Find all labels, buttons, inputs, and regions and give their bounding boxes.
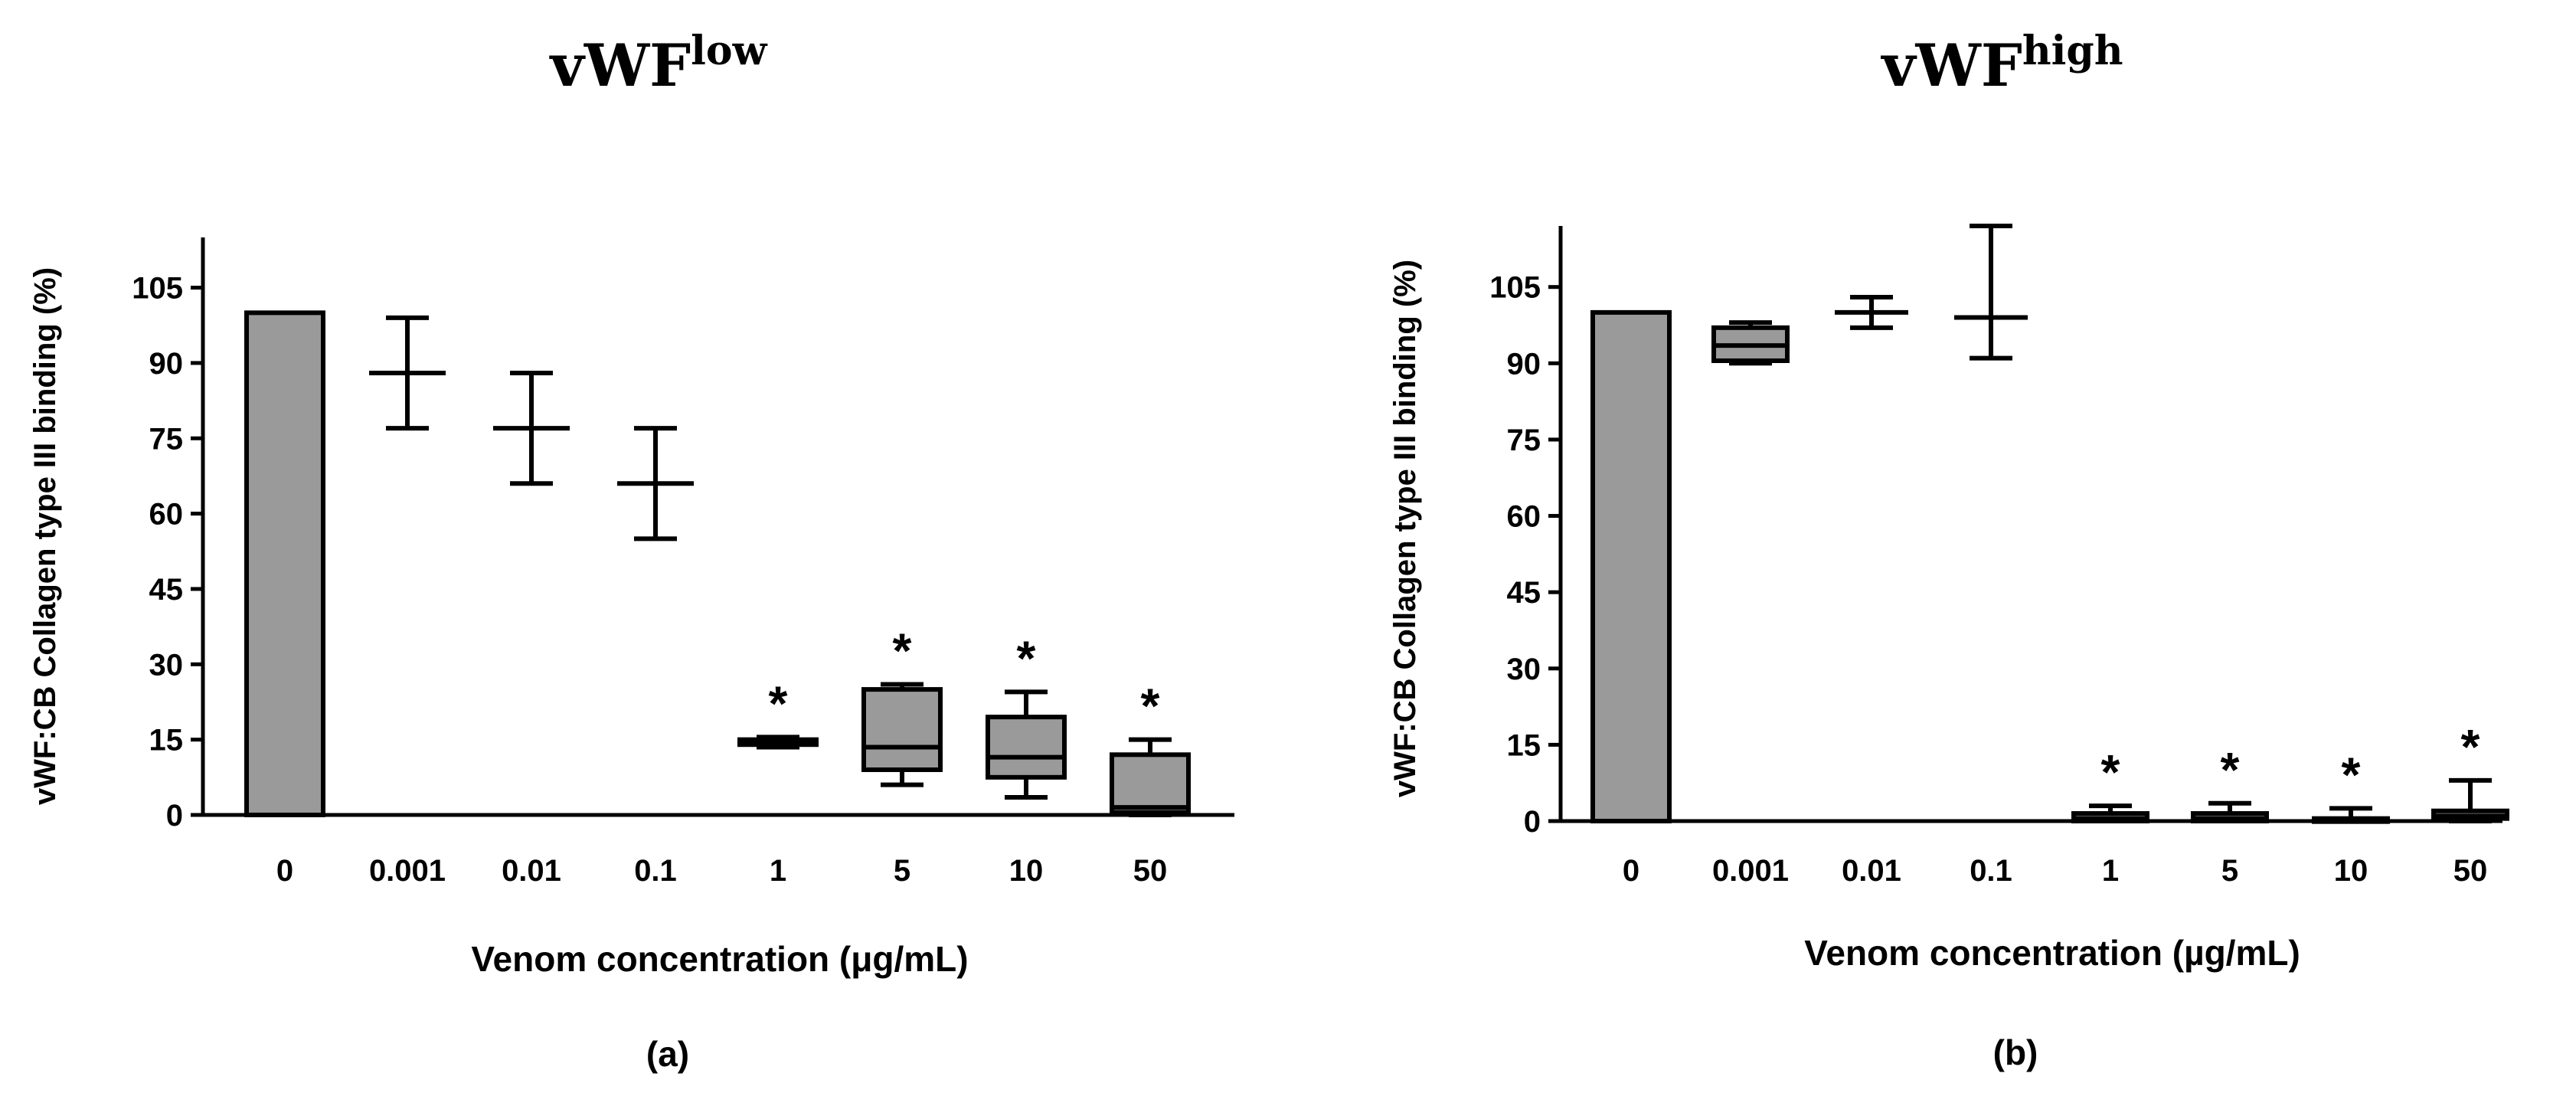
x-axis-label: Venom concentration (µg/mL) [1804, 933, 2300, 973]
box-mark [986, 715, 1067, 780]
y-tick-label: 0 [166, 799, 183, 833]
box-mark [861, 687, 943, 772]
y-tick-label: 75 [1507, 424, 1541, 457]
chart-title-sup: low [691, 28, 767, 74]
significance-marker: * [2342, 747, 2361, 802]
x-tick-label: 0.001 [1712, 854, 1789, 888]
chart-title: vWFhigh [1880, 28, 2123, 100]
x-tick-label: 1 [770, 854, 786, 888]
y-tick-label: 60 [1507, 500, 1541, 534]
y-tick-label: 90 [149, 347, 184, 381]
x-tick-label: 0.001 [369, 854, 446, 888]
significance-marker: * [2221, 742, 2240, 797]
x-tick-label: 50 [2453, 854, 2488, 888]
y-axis-label: vWF:CB Collagen type III binding (%) [28, 267, 62, 805]
y-tick-label: 75 [149, 422, 184, 456]
y-tick-label: 30 [149, 648, 184, 682]
x-tick-label: 10 [2334, 854, 2368, 888]
x-tick-label: 0.01 [502, 854, 561, 888]
x-tick-label: 0 [1623, 854, 1639, 888]
x-tick-label: 0.01 [1842, 854, 1901, 888]
panel-label: (a) [646, 1034, 689, 1074]
significance-marker: * [769, 676, 788, 731]
x-tick-label: 10 [1009, 854, 1044, 888]
box-mark [1110, 752, 1191, 815]
significance-marker: * [2461, 719, 2480, 774]
chart-title: vWFlow [549, 28, 768, 100]
y-axis-label: vWF:CB Collagen type III binding (%) [1388, 260, 1422, 797]
x-tick-label: 1 [2102, 854, 2119, 888]
y-tick-label: 90 [1507, 347, 1541, 381]
chart-title-sup: high [2022, 28, 2123, 74]
x-tick-label: 50 [1133, 854, 1168, 888]
y-tick-label: 15 [149, 724, 184, 758]
chart-title-base: vWF [549, 31, 691, 100]
significance-marker: * [2101, 744, 2120, 800]
x-tick-label: 0.1 [1970, 854, 2012, 888]
significance-marker: * [893, 623, 912, 679]
bar-mark [244, 310, 325, 817]
panel-label: (b) [1993, 1032, 2038, 1072]
y-tick-label: 45 [1507, 576, 1541, 610]
x-tick-label: 0 [276, 854, 293, 888]
significance-marker: * [1017, 630, 1036, 686]
x-tick-label: 5 [894, 854, 910, 888]
y-tick-label: 45 [149, 573, 184, 607]
y-tick-label: 105 [132, 272, 183, 306]
x-tick-label: 5 [2221, 854, 2238, 888]
y-tick-label: 15 [1507, 728, 1541, 762]
y-tick-label: 60 [149, 498, 184, 532]
y-tick-label: 0 [1524, 805, 1541, 839]
x-tick-label: 0.1 [634, 854, 677, 888]
chart-title-base: vWF [1880, 31, 2022, 100]
bar-mark [1590, 309, 1672, 823]
significance-marker: * [1141, 679, 1160, 734]
x-axis-label: Venom concentration (μg/mL) [471, 939, 968, 979]
y-tick-label: 105 [1489, 271, 1541, 305]
y-tick-label: 30 [1507, 653, 1541, 686]
